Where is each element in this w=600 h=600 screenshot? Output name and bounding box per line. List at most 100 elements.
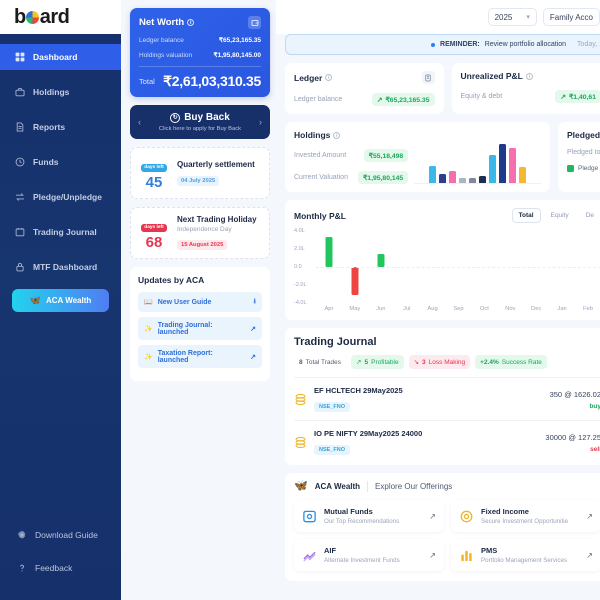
- info-icon[interactable]: i: [333, 131, 341, 139]
- sidebar-item-funds[interactable]: Funds: [0, 149, 121, 175]
- net-worth-card-icon[interactable]: [248, 16, 261, 29]
- butterfly-icon: 🦋: [294, 480, 308, 492]
- event-date-badge: 04 July 2025: [177, 175, 220, 186]
- update-item-trading-journal[interactable]: ✨ Trading Journal: launched ↗: [138, 317, 262, 340]
- update-item-new-user-guide[interactable]: 📖 New User Guide ⭳: [138, 292, 262, 312]
- trade-values: 30000 @ 127.25 sell: [545, 433, 600, 453]
- holdings-card: Holdings i Invested Amount ₹55,18,498 Cu…: [285, 122, 550, 192]
- middle-column: Net Worth i Ledger balance ₹65,23,165.35…: [121, 0, 276, 600]
- account-select-value: Family Acco: [549, 12, 593, 22]
- event-card-quarterly-settlement: days left 45 Quarterly settlement 04 Jul…: [130, 147, 270, 199]
- offer-card-fixed-income[interactable]: Fixed Income Secure Investment Opportuni…: [451, 500, 600, 532]
- holdings-card-title: Holdings: [294, 130, 331, 140]
- net-worth-total-value: ₹2,61,03,310.35: [163, 73, 261, 89]
- pledged-legend: Pledge: [567, 165, 600, 172]
- download-icon[interactable]: ⭳: [253, 297, 256, 305]
- butterfly-icon: 🦋: [29, 295, 41, 305]
- unrealized-pl-label: Equity & debt: [460, 93, 503, 100]
- reminder-text: Review portfolio allocation: [484, 41, 567, 48]
- external-link-icon[interactable]: ↗: [250, 325, 256, 333]
- net-worth-total-row: Total ₹2,61,03,310.35: [139, 73, 261, 90]
- grid-icon: [14, 52, 25, 63]
- info-icon[interactable]: i: [187, 19, 195, 26]
- year-select-value: 2025: [494, 12, 513, 22]
- sparkle-icon: ✨: [144, 353, 153, 361]
- aca-wealth-offers: Mutual Funds Our Top Recommendations ↗ F…: [294, 500, 600, 571]
- trade-segment-badge: NSE_FNO: [314, 445, 350, 455]
- sidebar-item-download-guide[interactable]: Download Guide: [16, 522, 121, 548]
- ledger-balance-value-chip: ↗ ₹65,23,165.35: [371, 93, 435, 106]
- pledged-legend-label: Pledge: [578, 165, 599, 172]
- brand-name-before: b: [14, 5, 26, 28]
- status-dot-icon: [431, 42, 436, 47]
- note-icon[interactable]: [421, 71, 435, 84]
- monthly-pl-card: Monthly P&L Total Equity De 4.0L 2.0L 0.0 -…: [285, 200, 600, 320]
- sidebar-item-reports[interactable]: Reports: [0, 114, 121, 140]
- info-icon[interactable]: i: [525, 72, 533, 80]
- offer-subtitle: Alternate Investment Funds: [324, 557, 400, 564]
- sidebar-item-trading-journal[interactable]: Trading Journal: [0, 219, 121, 245]
- aca-wealth-button[interactable]: 🦋 ACA Wealth: [12, 289, 109, 312]
- transfer-icon: [14, 192, 25, 203]
- offer-card-aif[interactable]: AIF Alternate Investment Funds ↗: [294, 539, 444, 571]
- trade-row[interactable]: EF HCLTECH 29May2025 NSE_FNO 350 @ 1626.…: [294, 377, 600, 420]
- event-subtitle: Independence Day: [177, 226, 232, 233]
- unrealized-pl-card: Unrealized P&L i Equity & debt ↗ ₹1,40,6…: [451, 63, 600, 114]
- sidebar-item-pledge-unpledge[interactable]: Pledge/Unpledge: [0, 184, 121, 210]
- external-link-icon[interactable]: ↗: [250, 353, 256, 361]
- buy-back-content: ↻ Buy Back Click here to apply for Buy B…: [145, 112, 255, 132]
- days-left-pill: days left: [141, 223, 167, 232]
- sidebar-item-mtf-dashboard[interactable]: MTF Dashboard: [0, 254, 121, 280]
- brand-pie-icon: [26, 10, 40, 24]
- holdings-title-group: Holdings i: [294, 130, 541, 140]
- account-select[interactable]: Family Acco: [542, 8, 600, 26]
- stat-total-trades: 8 Total Trades: [294, 355, 346, 369]
- info-icon[interactable]: i: [325, 74, 333, 81]
- event-title: Quarterly settlement: [177, 159, 255, 169]
- main-scroll-area[interactable]: REMINDER: Review portfolio allocation To…: [285, 34, 600, 600]
- monthly-pl-plot: 4.0L 2.0L 0.0 -2.0L -4.0L: [294, 228, 600, 306]
- holdings-row: Holdings i Invested Amount ₹55,18,498 Cu…: [285, 122, 600, 192]
- trade-info: EF HCLTECH 29May2025 NSE_FNO: [314, 386, 543, 413]
- buy-back-banner[interactable]: ‹ ↻ Buy Back Click here to apply for Buy…: [130, 105, 270, 139]
- offer-title: PMS: [481, 546, 498, 555]
- logo[interactable]: b ard: [0, 0, 121, 34]
- trade-name: EF HCLTECH 29May2025: [314, 386, 403, 395]
- reminder-banner[interactable]: REMINDER: Review portfolio allocation To…: [285, 34, 600, 55]
- sidebar-item-dashboard[interactable]: Dashboard: [0, 44, 121, 70]
- reminder-time: Today, 1: [577, 41, 600, 48]
- tab-equity[interactable]: Equity: [550, 212, 569, 219]
- tab-total[interactable]: Total: [511, 208, 541, 223]
- unrealized-pl-value-chip: ↗ ₹1,40,61: [555, 90, 600, 103]
- divider: [139, 66, 261, 67]
- pledged-title-group: Pledged: [567, 130, 600, 140]
- trade-name: IO PE NIFTY 29May2025 24000: [314, 429, 423, 438]
- x-axis-tick-label: Apr: [324, 306, 334, 312]
- trade-row[interactable]: IO PE NIFTY 29May2025 24000 NSE_FNO 3000…: [294, 420, 600, 463]
- offer-card-pms[interactable]: PMS Portfolio Management Services ↗: [451, 539, 600, 571]
- tab-debt[interactable]: De: [585, 212, 594, 219]
- sidebar-item-feedback[interactable]: Feedback: [16, 555, 121, 581]
- offer-title: AIF: [324, 546, 337, 555]
- trading-journal-title: Trading Journal: [294, 336, 377, 348]
- arrow-up-right-icon: ↗: [429, 511, 436, 521]
- event-title: Next Trading Holiday: [177, 215, 257, 224]
- fixed-income-icon: [459, 509, 474, 524]
- sidebar-item-holdings[interactable]: Holdings: [0, 79, 121, 105]
- buy-back-title-group: ↻ Buy Back: [145, 112, 255, 123]
- holdings-bar: [489, 155, 497, 183]
- trade-side: sell: [590, 445, 600, 453]
- offer-card-mutual-funds[interactable]: Mutual Funds Our Top Recommendations ↗: [294, 500, 444, 532]
- x-axis-tick-label: Feb: [583, 306, 594, 312]
- unrealized-pl-card-header: Unrealized P&L i: [461, 71, 600, 81]
- update-item-taxation-report[interactable]: ✨ Taxation Report: launched ↗: [138, 345, 262, 368]
- lock-icon: [14, 262, 25, 273]
- trade-side: buy: [589, 402, 600, 410]
- carousel-prev-icon[interactable]: ‹: [138, 117, 141, 127]
- sidebar-item-label: Holdings: [33, 87, 70, 97]
- year-select[interactable]: 2025 ▾: [487, 8, 537, 26]
- pledged-row: Pledged to: [567, 149, 600, 156]
- buy-back-subtitle: Click here to apply for Buy Back: [158, 126, 242, 132]
- sidebar-item-label: Trading Journal: [33, 227, 97, 237]
- carousel-next-icon[interactable]: ›: [259, 117, 262, 127]
